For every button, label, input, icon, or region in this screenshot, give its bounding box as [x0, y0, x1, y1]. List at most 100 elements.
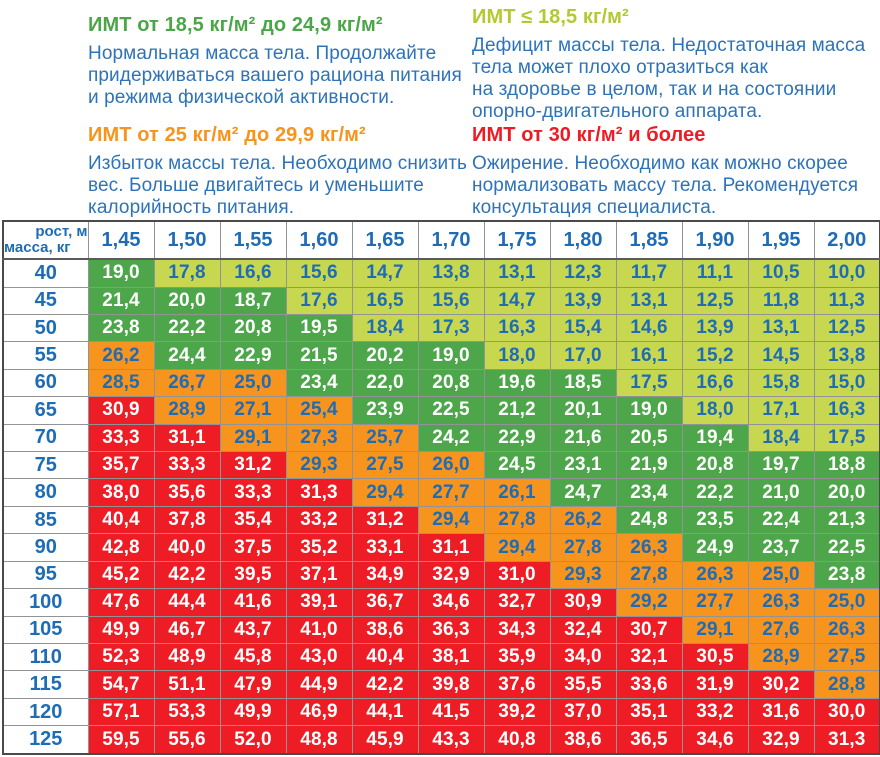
table-row: 65 30,9 28,9 27,1 25,4 23,9 22,5 21,2 20,1 19,0 18…	[2, 396, 880, 425]
bmi-cell: 14,6	[615, 313, 683, 343]
legend-heading-normal: ИМТ от 18,5 кг/м² до 24,9 кг/м²	[88, 14, 383, 36]
bmi-cell: 40,4	[87, 505, 155, 535]
bmi-cell: 49,9	[219, 697, 287, 727]
mass-cell: 40	[2, 258, 89, 288]
bmi-cell: 13,8	[417, 258, 485, 288]
bmi-cell: 24,7	[549, 478, 617, 507]
bmi-cell: 20,0	[153, 286, 221, 315]
bmi-cell: 59,5	[87, 725, 155, 755]
bmi-cell: 34,6	[417, 588, 485, 617]
bmi-cell: 33,6	[615, 670, 683, 699]
bmi-cell: 10,0	[813, 258, 880, 288]
bmi-cell: 12,5	[681, 286, 749, 315]
table-row: 110 52,3 48,9 45,8 43,0 40,4 38,1 35,9 34,0 32,1 3…	[2, 642, 880, 672]
height-header-cell: 1,55	[219, 220, 287, 260]
bmi-cell: 26,2	[549, 505, 617, 535]
bmi-cell: 20,8	[417, 368, 485, 398]
bmi-cell: 20,5	[615, 423, 683, 453]
bmi-cell: 16,1	[615, 341, 683, 370]
bmi-cell: 45,2	[87, 560, 155, 590]
bmi-cell: 22,4	[747, 505, 815, 535]
table-row: 60 28,5 26,7 25,0 23,4 22,0 20,8 19,6 18,5 17,5 16…	[2, 368, 880, 398]
bmi-cell: 37,6	[483, 670, 551, 699]
mass-cell: 55	[2, 341, 89, 370]
height-header-cell: 1,70	[417, 220, 485, 260]
mass-cell: 125	[2, 725, 89, 755]
legend-block-obese: ИМТ от 30 кг/м² и более Ожирение. Необхо…	[472, 124, 876, 219]
height-header-cell: 2,00	[813, 220, 880, 260]
legend-text-normal: Нормальная масса тела. Продолжайте приде…	[88, 43, 462, 108]
bmi-cell: 34,3	[483, 615, 551, 644]
mass-cell: 115	[2, 670, 89, 699]
bmi-cell: 24,8	[615, 505, 683, 535]
bmi-cell: 31,3	[285, 478, 353, 507]
bmi-cell: 15,6	[285, 258, 353, 288]
corner-cell: рост, м масса, кг	[2, 220, 89, 260]
bmi-cell: 20,1	[549, 396, 617, 425]
bmi-cell: 16,6	[219, 258, 287, 288]
bmi-cell: 29,4	[417, 505, 485, 535]
legend-block-underweight: ИМТ ≤ 18,5 кг/м² Дефицит массы тела. Нед…	[472, 6, 876, 123]
bmi-cell: 31,2	[351, 505, 419, 535]
bmi-cell: 23,5	[681, 505, 749, 535]
bmi-cell: 27,3	[285, 423, 353, 453]
bmi-cell: 21,6	[549, 423, 617, 453]
bmi-cell: 23,8	[87, 313, 155, 343]
bmi-cell: 38,1	[417, 642, 485, 672]
bmi-cell: 38,0	[87, 478, 155, 507]
bmi-cell: 41,5	[417, 697, 485, 727]
bmi-cell: 33,3	[219, 478, 287, 507]
mass-cell: 65	[2, 396, 89, 425]
bmi-cell: 21,9	[615, 451, 683, 480]
bmi-cell: 20,8	[219, 313, 287, 343]
bmi-cell: 13,9	[549, 286, 617, 315]
legend-text-overweight: Избыток массы тела. Необходимо снизить в…	[88, 153, 468, 218]
bmi-cell: 10,5	[747, 258, 815, 288]
bmi-cell: 30,9	[549, 588, 617, 617]
legend-text-obese: Ожирение. Необходимо как можно скорее но…	[472, 153, 859, 218]
bmi-cell: 36,7	[351, 588, 419, 617]
table-row: 125 59,5 55,6 52,0 48,8 45,9 43,3 40,8 38,6 36,5 3…	[2, 725, 880, 755]
bmi-cell: 16,6	[681, 368, 749, 398]
bmi-cell: 13,1	[615, 286, 683, 315]
bmi-cell: 25,0	[747, 560, 815, 590]
table-row: 85 40,4 37,8 35,4 33,2 31,2 29,4 27,8 26,2 24,8 23…	[2, 505, 880, 535]
bmi-cell: 44,9	[285, 670, 353, 699]
bmi-cell: 42,2	[351, 670, 419, 699]
bmi-cell: 32,7	[483, 588, 551, 617]
bmi-cell: 18,8	[813, 451, 880, 480]
corner-label-height: рост, м	[35, 223, 88, 240]
bmi-cell: 14,5	[747, 341, 815, 370]
bmi-cell: 26,3	[615, 533, 683, 562]
height-header-cell: 1,90	[681, 220, 749, 260]
bmi-cell: 54,7	[87, 670, 155, 699]
bmi-cell: 40,8	[483, 725, 551, 755]
bmi-cell: 27,5	[813, 642, 880, 672]
bmi-cell: 43,7	[219, 615, 287, 644]
bmi-cell: 23,4	[285, 368, 353, 398]
bmi-cell: 24,4	[153, 341, 221, 370]
bmi-cell: 37,5	[219, 533, 287, 562]
bmi-cell: 32,4	[549, 615, 617, 644]
bmi-cell: 22,9	[483, 423, 551, 453]
bmi-cell: 34,0	[549, 642, 617, 672]
bmi-cell: 16,3	[483, 313, 551, 343]
legend-text-underweight: Дефицит массы тела. Недостаточная масса …	[472, 35, 866, 122]
bmi-cell: 30,5	[681, 642, 749, 672]
bmi-cell: 37,1	[285, 560, 353, 590]
bmi-cell: 26,3	[681, 560, 749, 590]
bmi-cell: 28,8	[813, 670, 880, 699]
bmi-cell: 29,4	[483, 533, 551, 562]
bmi-cell: 37,0	[549, 697, 617, 727]
bmi-cell: 11,1	[681, 258, 749, 288]
bmi-cell: 23,7	[747, 533, 815, 562]
mass-cell: 100	[2, 588, 89, 617]
bmi-cell: 51,1	[153, 670, 221, 699]
bmi-cell: 11,7	[615, 258, 683, 288]
bmi-cell: 27,8	[615, 560, 683, 590]
bmi-cell: 21,2	[483, 396, 551, 425]
bmi-cell: 27,8	[483, 505, 551, 535]
bmi-cell: 16,3	[813, 396, 880, 425]
bmi-cell: 15,4	[549, 313, 617, 343]
bmi-cell: 29,1	[681, 615, 749, 644]
